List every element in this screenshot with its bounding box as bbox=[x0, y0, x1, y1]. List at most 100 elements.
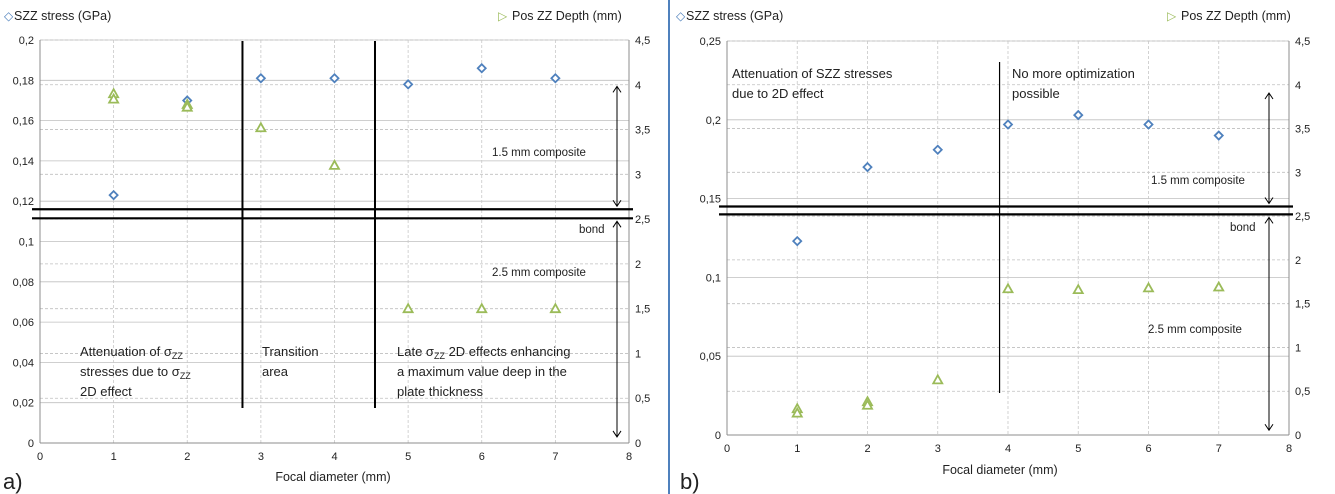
tick-label-left: 0,05 bbox=[700, 351, 721, 363]
tick-label-right: 0,5 bbox=[635, 393, 650, 405]
data-point-stress bbox=[862, 161, 873, 173]
tick-label-left: 0,12 bbox=[13, 196, 34, 208]
tick-label-right: 2 bbox=[635, 259, 641, 271]
annotation-region3-line1: Late σZZ 2D effects enhancing bbox=[397, 344, 570, 361]
data-point-stress bbox=[791, 235, 803, 247]
data-point-depth bbox=[791, 406, 804, 418]
data-point-depth bbox=[254, 121, 267, 133]
legend-right-label: Pos ZZ Depth (mm) bbox=[512, 9, 622, 23]
legend-triangle-icon: ▷ bbox=[1167, 9, 1177, 23]
region1-sigma: σ bbox=[164, 344, 172, 359]
data-point-stress bbox=[1002, 119, 1014, 130]
region3-line1-pre: Late bbox=[397, 344, 426, 359]
arrow-bottom-composite-tail bbox=[612, 430, 622, 438]
annotation-region1-line1: Attenuation of SZZ stresses bbox=[732, 66, 893, 81]
annotation-region1-line2: due to 2D effect bbox=[732, 86, 824, 101]
tick-label-x: 5 bbox=[1075, 443, 1081, 455]
tick-label-x: 4 bbox=[331, 451, 337, 463]
annotation-region2-line1: Transition bbox=[262, 344, 319, 359]
tick-label-left: 0,2 bbox=[706, 115, 721, 127]
data-point-depth bbox=[107, 92, 120, 104]
arrow-bottom-composite-tail bbox=[1264, 423, 1274, 432]
data-point-stress bbox=[476, 62, 488, 74]
data-point-depth bbox=[1072, 283, 1085, 295]
tick-label-left: 0,02 bbox=[13, 398, 34, 410]
arrow-bottom-composite-head bbox=[612, 220, 622, 228]
legend-diamond-icon: ◇ bbox=[676, 9, 686, 23]
data-point-depth bbox=[931, 373, 944, 385]
tick-label-x: 1 bbox=[111, 451, 117, 463]
data-point-depth bbox=[1212, 280, 1225, 292]
tick-label-x: 3 bbox=[935, 443, 941, 455]
data-point-stress bbox=[1072, 109, 1084, 121]
thickness-arrows bbox=[1264, 92, 1274, 432]
data-point-depth bbox=[1001, 282, 1015, 294]
tick-labels: 0 0,05 0,1 0,15 0,2 0,25 0 0,5 1 1,5 2 2,5 3 3,5 4 4,5 0… bbox=[700, 36, 1311, 455]
data-point-stress bbox=[402, 79, 414, 90]
tick-label-x: 7 bbox=[1216, 443, 1222, 455]
tick-label-right: 4 bbox=[635, 80, 641, 92]
data-point-stress bbox=[329, 73, 340, 84]
tick-label-x: 1 bbox=[794, 443, 800, 455]
grid bbox=[39, 39, 630, 444]
annotation-bond: bond bbox=[1230, 222, 1256, 234]
tick-label-right: 2 bbox=[1295, 255, 1301, 267]
tick-label-right: 2,5 bbox=[1295, 211, 1310, 223]
tick-label-x: 4 bbox=[1005, 443, 1011, 455]
tick-label-x: 3 bbox=[258, 451, 264, 463]
tick-label-right: 4,5 bbox=[635, 35, 650, 47]
data-point-stress bbox=[1143, 119, 1154, 130]
tick-label-right: 1 bbox=[635, 348, 641, 360]
region1-sub: ZZ bbox=[172, 351, 183, 361]
tick-label-right: 2,5 bbox=[635, 214, 650, 226]
arrow-top-composite-tail bbox=[612, 199, 622, 208]
bond-lines bbox=[719, 205, 1293, 216]
annotation-region2-line1: No more optimization bbox=[1012, 66, 1135, 81]
data-point-depth bbox=[475, 302, 488, 314]
tick-label-x: 0 bbox=[37, 451, 43, 463]
legend-right-label: Pos ZZ Depth (mm) bbox=[1181, 9, 1291, 23]
chart-a: 0 0,02 0,04 0,06 0,08 0,1 0,12 0,14 0,16 0,18 0,2 0… bbox=[3, 9, 650, 494]
tick-label-left: 0,16 bbox=[13, 116, 34, 128]
tick-label-left: 0,06 bbox=[13, 317, 34, 329]
data-point-stress bbox=[1213, 130, 1225, 141]
region3-line1-post: 2D effects enhancing bbox=[445, 344, 571, 359]
tick-label-x: 0 bbox=[724, 443, 730, 455]
legend-left-label: SZZ stress (GPa) bbox=[686, 9, 783, 23]
tick-label-left: 0,1 bbox=[19, 237, 34, 249]
tick-label-right: 1,5 bbox=[1295, 299, 1310, 311]
annotation-composite-bottom: 2.5 mm composite bbox=[492, 267, 586, 279]
tick-label-right: 1,5 bbox=[635, 304, 650, 316]
data-points bbox=[791, 109, 1225, 418]
tick-label-left: 0 bbox=[28, 438, 34, 450]
tick-label-x: 6 bbox=[479, 451, 485, 463]
region1-sub-2: ZZ bbox=[180, 371, 191, 381]
tick-label-x: 7 bbox=[552, 451, 558, 463]
region1-line1-pre: Attenuation of bbox=[80, 344, 164, 359]
tick-label-x: 2 bbox=[184, 451, 190, 463]
data-point-stress bbox=[108, 189, 119, 201]
tick-label-left: 0,15 bbox=[700, 194, 721, 206]
region3-sub: ZZ bbox=[434, 351, 445, 361]
tick-label-left: 0,2 bbox=[19, 35, 34, 47]
annotation-region3-line2: a maximum value deep in the bbox=[397, 364, 567, 379]
data-point-depth bbox=[402, 302, 415, 314]
panel-divider bbox=[668, 0, 670, 494]
tick-label-right: 3 bbox=[635, 169, 641, 181]
tick-label-x: 2 bbox=[864, 443, 870, 455]
legend-triangle-icon: ▷ bbox=[498, 9, 508, 23]
data-point-stress bbox=[255, 73, 267, 84]
tick-label-left: 0,08 bbox=[13, 277, 34, 289]
region1-line2-pre: stresses due to bbox=[80, 364, 172, 379]
x-axis-label: Focal diameter (mm) bbox=[275, 470, 390, 484]
thickness-arrows bbox=[612, 85, 622, 438]
panel-label: b) bbox=[680, 469, 700, 494]
tick-label-left: 0,25 bbox=[700, 36, 721, 48]
tick-label-right: 4 bbox=[1295, 80, 1301, 92]
tick-label-right: 0 bbox=[1295, 430, 1301, 442]
annotation-region1-line2: stresses due to σZZ bbox=[80, 364, 191, 381]
legend-left-label: SZZ stress (GPa) bbox=[14, 9, 111, 23]
tick-label-right: 3 bbox=[1295, 167, 1301, 179]
annotation-region2-line2: possible bbox=[1012, 86, 1060, 101]
tick-label-x: 8 bbox=[1286, 443, 1292, 455]
